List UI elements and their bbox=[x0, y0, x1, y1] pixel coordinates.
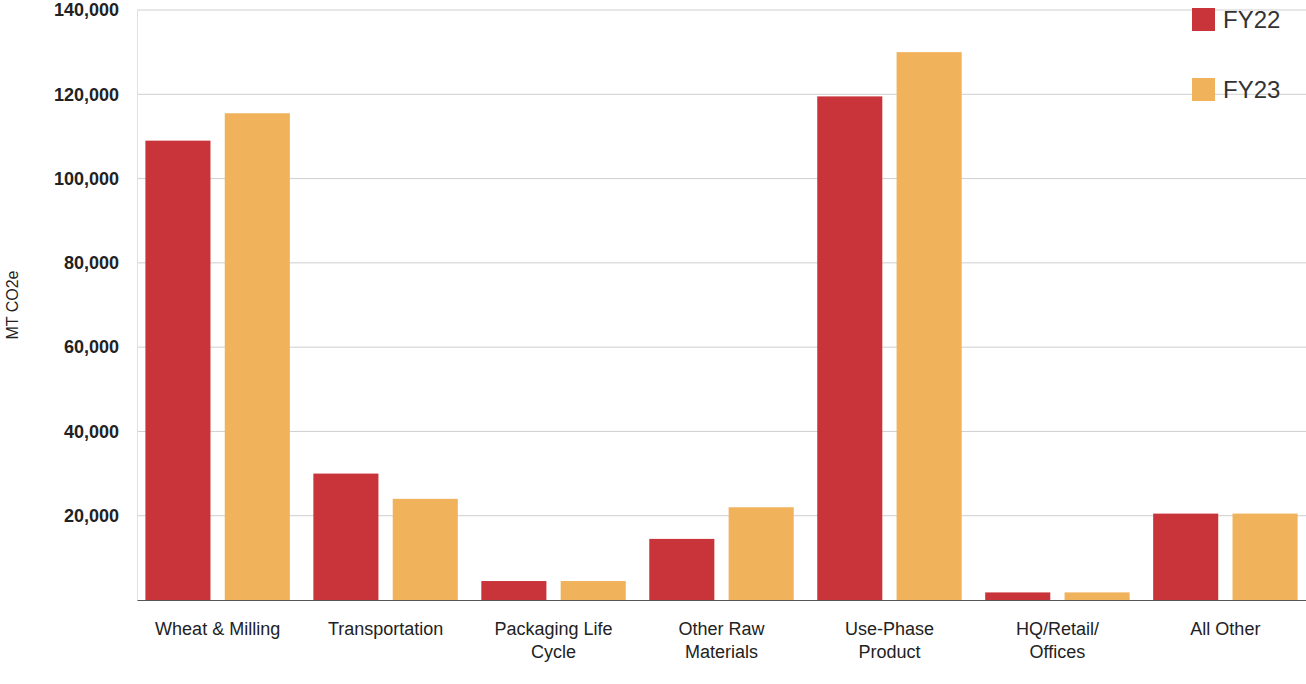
bar-series bbox=[225, 52, 1298, 600]
x-tick-label: Packaging LifeCycle bbox=[494, 619, 612, 662]
bar bbox=[649, 539, 714, 600]
y-tick: 40,000 bbox=[64, 422, 137, 442]
y-axis: 20,000 40,000 60,000 80,000 100,000 120,000 14… bbox=[54, 0, 138, 600]
y-tick-label: 60,000 bbox=[64, 337, 119, 357]
grid bbox=[137, 10, 1306, 516]
bar bbox=[481, 581, 546, 600]
bar bbox=[561, 581, 626, 600]
x-tick-label: Other RawMaterials bbox=[678, 619, 765, 662]
y-tick: 100,000 bbox=[54, 169, 137, 189]
chart: 20,000 40,000 60,000 80,000 100,000 120,000 14… bbox=[0, 0, 1306, 684]
x-tick-label: Wheat & Milling bbox=[155, 619, 280, 639]
legend-swatch bbox=[1192, 78, 1215, 101]
bar bbox=[1065, 592, 1130, 600]
legend-swatch bbox=[1192, 8, 1215, 31]
legend: FY22 FY23 bbox=[1192, 6, 1280, 103]
bar bbox=[225, 113, 290, 600]
y-tick-label: 80,000 bbox=[64, 253, 119, 273]
x-axis: Wheat & Milling Transportation Packaging L… bbox=[138, 600, 1306, 662]
legend-label: FY22 bbox=[1223, 6, 1280, 33]
x-tick-label: HQ/Retail/Offices bbox=[1016, 619, 1099, 662]
legend-item: FY23 bbox=[1192, 76, 1280, 103]
grid-line bbox=[137, 347, 1306, 348]
bar bbox=[393, 499, 458, 600]
bar bbox=[1153, 514, 1218, 600]
grid-line bbox=[137, 178, 1306, 179]
x-tick-label: Use-PhaseProduct bbox=[845, 619, 934, 662]
bar bbox=[313, 474, 378, 600]
grid-line bbox=[137, 431, 1306, 432]
grid-line bbox=[137, 94, 1306, 95]
plot: 20,000 40,000 60,000 80,000 100,000 120,000 14… bbox=[54, 0, 1306, 662]
x-tick: Wheat & Milling bbox=[155, 600, 280, 639]
y-axis-title: MT CO2e bbox=[4, 270, 21, 339]
y-tick: 140,000 bbox=[54, 0, 137, 20]
x-tick: HQ/Retail/Offices bbox=[1016, 600, 1099, 662]
x-tick: Other RawMaterials bbox=[678, 600, 765, 662]
bar bbox=[985, 592, 1050, 600]
y-tick: 80,000 bbox=[64, 253, 137, 273]
x-tick-label: Transportation bbox=[328, 619, 443, 639]
x-tick: Transportation bbox=[328, 600, 443, 639]
bars bbox=[145, 52, 1297, 600]
bar bbox=[145, 141, 210, 600]
x-axis-line bbox=[138, 600, 1306, 601]
x-tick: Packaging LifeCycle bbox=[494, 600, 612, 662]
y-tick-label: 120,000 bbox=[54, 85, 119, 105]
y-axis-line bbox=[137, 11, 138, 601]
grid-line bbox=[137, 10, 1306, 11]
y-tick-label: 20,000 bbox=[64, 506, 119, 526]
y-tick: 120,000 bbox=[54, 85, 137, 105]
bar bbox=[1233, 514, 1298, 600]
y-tick-label: 100,000 bbox=[54, 169, 119, 189]
bar-series bbox=[145, 96, 1218, 600]
y-tick-label: 140,000 bbox=[54, 0, 119, 20]
grid-line bbox=[137, 515, 1306, 516]
y-tick-label: 40,000 bbox=[64, 422, 119, 442]
y-tick: 20,000 bbox=[64, 506, 137, 526]
legend-item: FY22 bbox=[1192, 6, 1280, 33]
grid-line bbox=[137, 262, 1306, 263]
x-tick-label: All Other bbox=[1190, 619, 1260, 639]
bar bbox=[729, 507, 794, 600]
x-tick: All Other bbox=[1190, 600, 1260, 639]
bar bbox=[897, 52, 962, 600]
legend-label: FY23 bbox=[1223, 76, 1280, 103]
bar bbox=[817, 96, 882, 600]
x-tick: Use-PhaseProduct bbox=[845, 600, 934, 662]
y-tick: 60,000 bbox=[64, 337, 137, 357]
